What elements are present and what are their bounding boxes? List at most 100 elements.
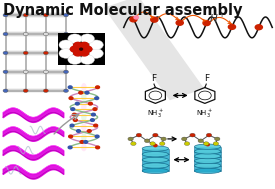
Bar xyxy=(194,166,221,171)
Ellipse shape xyxy=(81,83,87,91)
Circle shape xyxy=(43,13,48,17)
Circle shape xyxy=(43,70,48,74)
Text: F: F xyxy=(204,74,209,83)
Circle shape xyxy=(68,86,72,89)
Bar xyxy=(142,160,169,165)
Ellipse shape xyxy=(194,144,221,149)
Circle shape xyxy=(89,40,103,50)
Bar xyxy=(26,51,46,55)
Circle shape xyxy=(130,17,137,22)
Bar xyxy=(26,70,46,74)
Ellipse shape xyxy=(142,168,169,174)
Bar xyxy=(6,70,26,74)
Circle shape xyxy=(70,46,79,52)
Circle shape xyxy=(23,70,28,74)
Ellipse shape xyxy=(81,113,87,121)
Circle shape xyxy=(80,141,84,143)
Bar xyxy=(26,89,46,92)
Circle shape xyxy=(78,47,85,52)
Circle shape xyxy=(72,113,76,116)
Ellipse shape xyxy=(194,168,221,174)
Circle shape xyxy=(96,86,100,89)
Circle shape xyxy=(206,133,212,137)
Circle shape xyxy=(3,13,8,17)
Circle shape xyxy=(80,55,94,64)
Circle shape xyxy=(70,124,74,127)
Circle shape xyxy=(43,32,48,36)
Bar xyxy=(46,89,66,92)
Bar xyxy=(194,157,221,161)
Circle shape xyxy=(134,16,138,19)
Circle shape xyxy=(85,91,89,94)
Circle shape xyxy=(160,142,165,146)
Circle shape xyxy=(3,89,8,92)
Circle shape xyxy=(213,142,219,146)
Circle shape xyxy=(79,91,83,94)
Bar xyxy=(46,32,66,36)
Bar xyxy=(6,32,26,36)
Circle shape xyxy=(136,133,142,137)
Bar xyxy=(46,70,66,74)
Circle shape xyxy=(96,146,100,149)
Circle shape xyxy=(128,137,133,141)
Circle shape xyxy=(154,144,157,147)
Bar xyxy=(46,51,66,55)
Circle shape xyxy=(90,119,94,121)
Ellipse shape xyxy=(142,163,169,168)
Bar xyxy=(6,13,26,17)
Circle shape xyxy=(150,142,155,146)
Circle shape xyxy=(203,21,210,26)
Circle shape xyxy=(23,89,28,92)
Circle shape xyxy=(64,51,68,55)
Bar xyxy=(194,147,221,152)
Circle shape xyxy=(74,50,82,56)
Ellipse shape xyxy=(81,93,87,101)
Bar xyxy=(26,13,46,17)
Circle shape xyxy=(184,142,190,146)
Ellipse shape xyxy=(81,103,87,111)
Text: H$^+$: H$^+$ xyxy=(209,11,226,25)
Circle shape xyxy=(151,17,158,22)
Circle shape xyxy=(68,146,72,149)
Circle shape xyxy=(93,108,97,110)
Ellipse shape xyxy=(81,143,87,151)
Bar xyxy=(194,161,221,166)
Text: NH$_3^+$: NH$_3^+$ xyxy=(147,108,164,120)
Circle shape xyxy=(80,48,82,50)
Ellipse shape xyxy=(142,152,169,157)
Bar xyxy=(194,152,221,157)
Bar xyxy=(26,32,46,36)
Circle shape xyxy=(64,13,68,17)
Circle shape xyxy=(95,97,99,99)
Circle shape xyxy=(71,108,75,110)
Bar xyxy=(142,149,169,154)
Circle shape xyxy=(3,32,8,36)
Circle shape xyxy=(228,24,235,29)
Circle shape xyxy=(89,102,92,105)
Circle shape xyxy=(204,142,209,146)
Circle shape xyxy=(182,137,187,141)
Circle shape xyxy=(64,32,68,36)
Circle shape xyxy=(3,70,8,74)
Circle shape xyxy=(94,124,98,127)
Circle shape xyxy=(153,133,158,137)
Circle shape xyxy=(3,51,8,55)
Circle shape xyxy=(75,102,79,105)
Ellipse shape xyxy=(194,153,221,159)
Circle shape xyxy=(43,89,48,92)
Text: F: F xyxy=(152,74,156,83)
Bar xyxy=(6,51,26,55)
Circle shape xyxy=(131,142,136,146)
Circle shape xyxy=(74,42,82,48)
Circle shape xyxy=(255,25,262,30)
Circle shape xyxy=(176,20,183,25)
Text: Dynamic Molecular assembly: Dynamic Molecular assembly xyxy=(3,3,242,18)
Ellipse shape xyxy=(81,123,87,131)
Bar xyxy=(46,13,66,17)
Circle shape xyxy=(23,13,28,17)
Circle shape xyxy=(69,97,73,99)
Circle shape xyxy=(59,40,73,50)
Circle shape xyxy=(190,133,195,137)
Ellipse shape xyxy=(194,158,221,163)
Polygon shape xyxy=(104,0,204,100)
